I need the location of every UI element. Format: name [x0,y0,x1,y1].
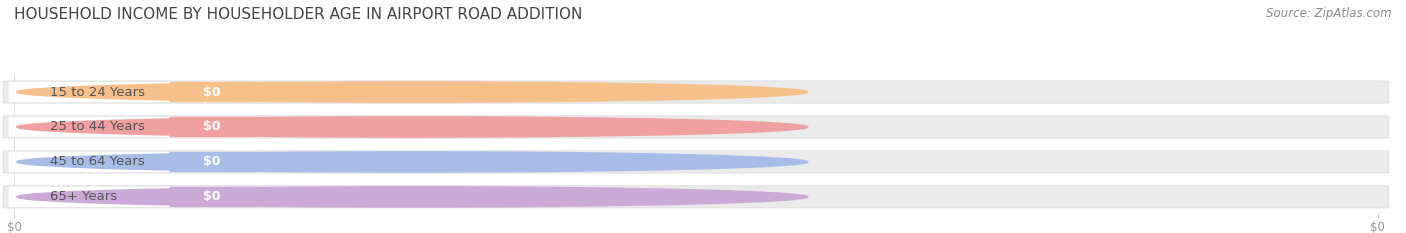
Text: 25 to 44 Years: 25 to 44 Years [49,120,145,134]
FancyBboxPatch shape [170,82,257,102]
Text: 15 to 24 Years: 15 to 24 Years [49,86,145,99]
FancyBboxPatch shape [8,82,229,102]
Text: $0: $0 [202,190,221,203]
FancyBboxPatch shape [8,187,229,207]
FancyBboxPatch shape [3,151,1389,173]
FancyBboxPatch shape [170,187,186,207]
FancyBboxPatch shape [3,116,1389,138]
Text: HOUSEHOLD INCOME BY HOUSEHOLDER AGE IN AIRPORT ROAD ADDITION: HOUSEHOLD INCOME BY HOUSEHOLDER AGE IN A… [14,7,582,22]
Text: $0: $0 [202,155,221,168]
FancyBboxPatch shape [170,152,257,172]
FancyBboxPatch shape [170,117,186,137]
FancyBboxPatch shape [170,117,257,137]
Circle shape [17,117,808,137]
Circle shape [17,187,808,207]
FancyBboxPatch shape [170,187,257,207]
FancyBboxPatch shape [170,82,186,102]
Text: Source: ZipAtlas.com: Source: ZipAtlas.com [1267,7,1392,20]
Circle shape [17,82,808,102]
FancyBboxPatch shape [3,81,1389,103]
Text: $0: $0 [202,86,221,99]
Text: 65+ Years: 65+ Years [49,190,117,203]
FancyBboxPatch shape [170,152,186,172]
Circle shape [17,152,808,172]
FancyBboxPatch shape [8,117,229,137]
FancyBboxPatch shape [8,152,229,172]
Text: 45 to 64 Years: 45 to 64 Years [49,155,145,168]
Text: $0: $0 [202,120,221,134]
FancyBboxPatch shape [3,186,1389,208]
